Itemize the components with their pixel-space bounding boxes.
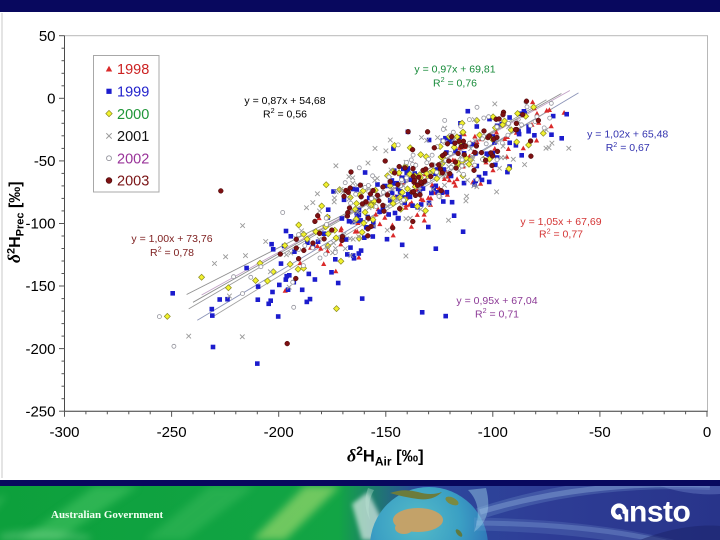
svg-text:y = 0,87x + 54,68: y = 0,87x + 54,68	[244, 95, 325, 107]
svg-text:1999: 1999	[117, 85, 149, 101]
svg-text:-150: -150	[25, 278, 55, 295]
svg-text:y = 0,97x + 69,81: y = 0,97x + 69,81	[414, 64, 495, 76]
svg-text:2001: 2001	[117, 129, 149, 145]
svg-text:2000: 2000	[117, 107, 149, 123]
svg-text:1998: 1998	[117, 62, 149, 78]
svg-text:-250: -250	[25, 403, 55, 420]
svg-text:-200: -200	[25, 341, 55, 358]
svg-text:-150: -150	[371, 424, 401, 441]
svg-text:R2 = 0,56: R2 = 0,56	[263, 106, 307, 120]
svg-text:-100: -100	[478, 424, 508, 441]
svg-text:R2 = 0,67: R2 = 0,67	[606, 140, 650, 154]
svg-text:y = 1,00x + 73,76: y = 1,00x + 73,76	[131, 233, 212, 245]
svg-text:δ2HPrec [‰]: δ2HPrec [‰]	[4, 181, 27, 263]
svg-text:nsto: nsto	[629, 496, 691, 529]
svg-text:y = 0,95x + 67,04: y = 0,95x + 67,04	[456, 295, 537, 307]
svg-text:2003: 2003	[117, 174, 149, 190]
svg-text:2002: 2002	[117, 151, 149, 167]
svg-text:-50: -50	[589, 424, 611, 441]
svg-text:50: 50	[39, 28, 56, 45]
svg-text:-50: -50	[34, 153, 56, 170]
svg-text:R2 = 0,77: R2 = 0,77	[539, 226, 583, 240]
svg-text:R2 = 0,71: R2 = 0,71	[475, 306, 519, 320]
svg-text:R2 = 0,76: R2 = 0,76	[433, 75, 477, 89]
svg-text:-100: -100	[25, 216, 55, 233]
svg-text:0: 0	[703, 424, 711, 441]
svg-text:R2 = 0,78: R2 = 0,78	[150, 245, 194, 259]
svg-text:δ2HAir [‰]: δ2HAir [‰]	[347, 444, 424, 469]
svg-text:-300: -300	[49, 424, 79, 441]
svg-text:-200: -200	[264, 424, 294, 441]
svg-text:y = 1,05x + 67,69: y = 1,05x + 67,69	[520, 216, 601, 228]
svg-text:y = 1,02x + 65,48: y = 1,02x + 65,48	[587, 129, 668, 141]
svg-text:0: 0	[47, 91, 55, 108]
svg-text:-250: -250	[157, 424, 187, 441]
